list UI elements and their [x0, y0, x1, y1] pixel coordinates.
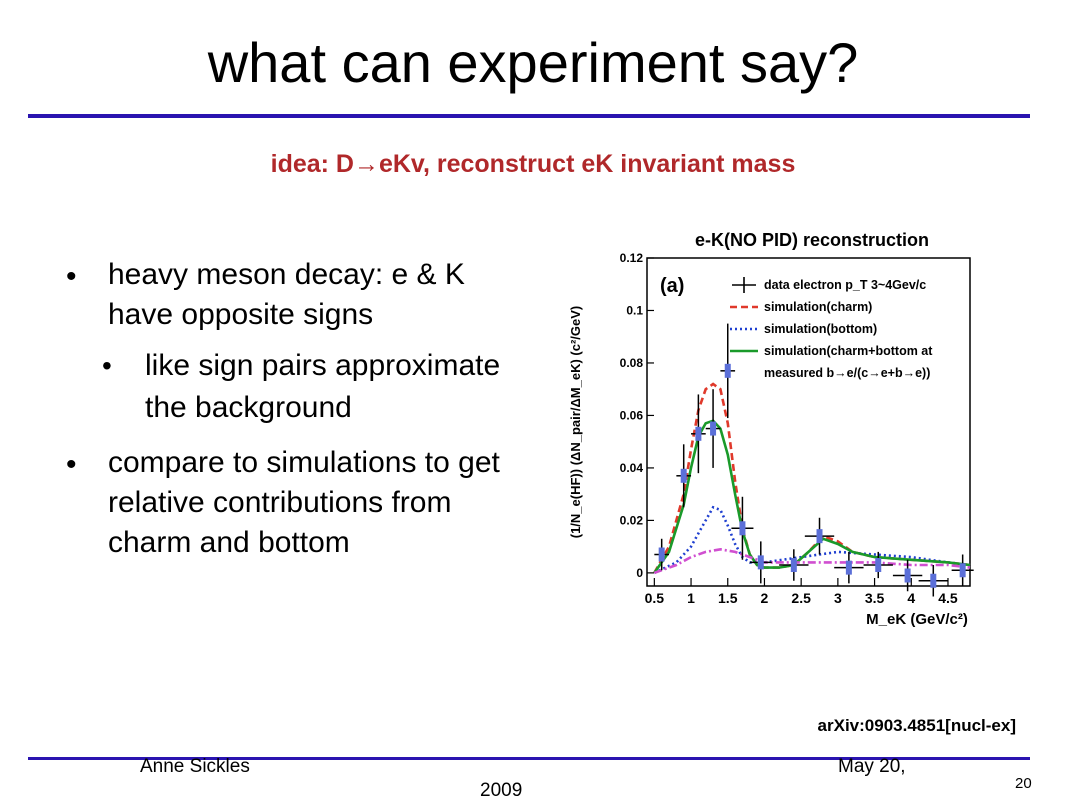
systematic-box [680, 468, 687, 483]
systematic-box [904, 568, 911, 583]
legend-label: measured b→e/(c→e+b→e)) [764, 366, 930, 380]
series-line [653, 382, 971, 574]
y-axis: 0 0.02 0.04 0.06 0.08 0.1 0.12 [620, 251, 654, 580]
data-point [731, 496, 754, 560]
x-axis-label: M_eK (GeV/c²) [866, 611, 968, 628]
bullet-item: • compare to simulations to get relative… [60, 443, 530, 563]
data-point [804, 517, 835, 555]
data-point [892, 559, 923, 592]
y-tick-label: 0.06 [620, 408, 644, 422]
systematic-box [724, 363, 731, 378]
data-point [676, 444, 692, 508]
slide-title: what can experiment say? [207, 31, 859, 94]
x-tick-label: 3.5 [865, 590, 885, 606]
slide-subtitle: idea: D→eKv, reconstruct eK invariant ma… [270, 150, 796, 178]
x-tick-label: 0.5 [645, 590, 665, 606]
x-tick-label: 4 [907, 590, 915, 606]
legend-label: simulation(charm) [764, 300, 872, 314]
footer-divider [28, 757, 1030, 760]
data-point [720, 323, 736, 419]
x-tick-label: 4.5 [938, 590, 958, 606]
data-point [918, 565, 948, 597]
legend-label: simulation(charm+bottom at [764, 344, 933, 358]
systematic-box [739, 521, 746, 536]
systematic-box [790, 558, 797, 573]
title-divider [28, 114, 1030, 118]
y-tick-label: 0.1 [626, 303, 643, 317]
sub-bullet-item: • like sign pairs approximate the backgr… [60, 345, 530, 429]
data-point [863, 551, 893, 579]
data-points [654, 323, 974, 597]
systematic-box [930, 573, 937, 588]
series-line [653, 547, 971, 575]
bullet-item: • heavy meson decay: e & K have opposite… [60, 255, 530, 335]
data-point [834, 551, 864, 584]
bullet-dot-icon: • [66, 260, 77, 293]
x-tick-label: 2 [761, 590, 769, 606]
x-tick-label: 3 [834, 590, 842, 606]
bullet-dot-icon: • [102, 350, 112, 381]
systematic-box [658, 547, 665, 562]
y-axis-label: (1/N_e(HF)) (ΔN_pair/ΔM_eK) (c²/GeV) [568, 306, 583, 539]
y-tick-label: 0 [636, 566, 643, 580]
footer-date: May 20, [838, 756, 906, 777]
legend-label: simulation(bottom) [764, 322, 877, 336]
citation: arXiv:0903.4851[nucl-ex] [817, 716, 1016, 735]
bullet-dot-icon: • [66, 448, 77, 481]
x-axis: 0.5 1 1.5 2 2.5 3 3.5 4 4.5 [645, 578, 958, 606]
series-lines [653, 382, 971, 575]
data-point [705, 389, 721, 468]
x-tick-label: 2.5 [791, 590, 811, 606]
y-tick-label: 0.02 [620, 513, 644, 527]
x-tick-label: 1.5 [718, 590, 738, 606]
footer-author: Anne Sickles [140, 756, 250, 777]
x-tick-label: 1 [687, 590, 695, 606]
data-point [654, 538, 670, 571]
page-number: 20 [1015, 775, 1032, 792]
y-tick-label: 0.08 [620, 356, 644, 370]
panel-label: (a) [660, 275, 684, 297]
y-tick-label: 0.12 [620, 251, 644, 265]
systematic-box [959, 563, 966, 578]
data-point [779, 549, 809, 581]
systematic-box [695, 426, 702, 441]
bullet-text: heavy meson decay: e & K have opposite s… [108, 258, 465, 331]
legend: data electron p_T 3~4Gev/c simulation(cha… [730, 277, 933, 380]
systematic-box [845, 560, 852, 575]
invariant-mass-plot: e-K(NO PID) reconstruction 0 0.02 0.04 0.06… [568, 230, 974, 628]
chart-title: e-K(NO PID) reconstruction [695, 230, 929, 250]
systematic-box [757, 555, 764, 570]
systematic-box [710, 421, 717, 436]
bullet-text: like sign pairs approximate the backgrou… [145, 349, 501, 424]
plot-frame [646, 257, 971, 587]
y-tick-label: 0.04 [620, 461, 644, 475]
footer-year: 2009 [480, 780, 523, 801]
bullet-text: compare to simulations to get relative c… [108, 446, 500, 559]
data-point [951, 554, 974, 586]
bullet-list: • heavy meson decay: e & K have opposite… [60, 255, 530, 573]
legend-label: data electron p_T 3~4Gev/c [764, 278, 926, 292]
data-point [691, 394, 706, 474]
systematic-box [875, 558, 882, 573]
systematic-box [816, 529, 823, 544]
series-line [653, 419, 971, 574]
data-point [749, 541, 772, 584]
